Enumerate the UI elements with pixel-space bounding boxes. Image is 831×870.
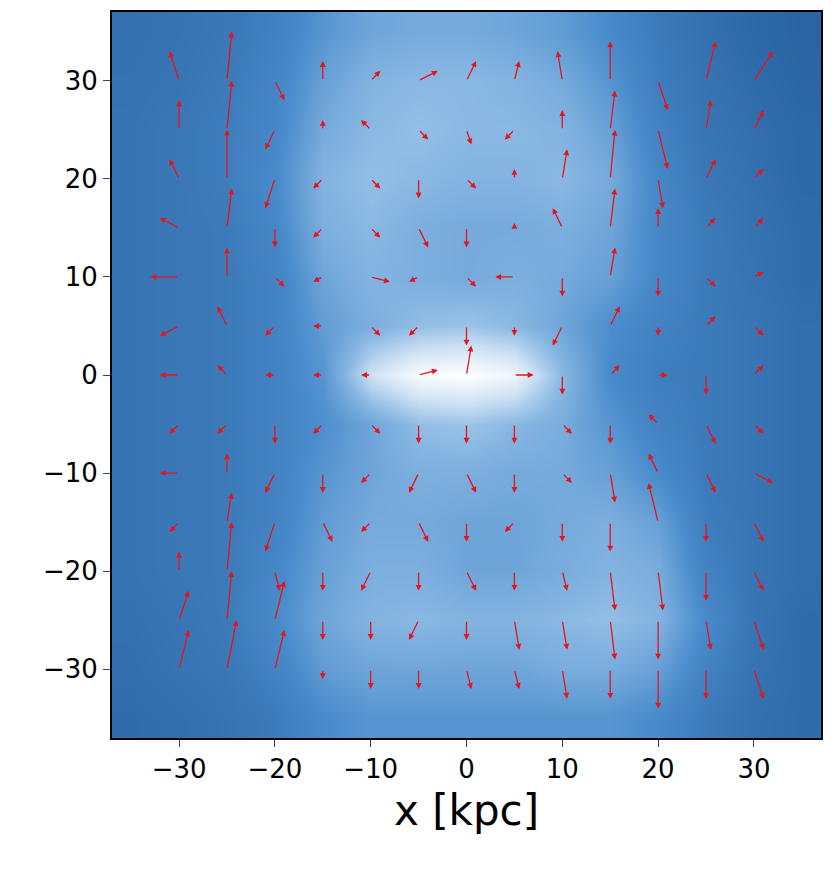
svg-text:0: 0 <box>458 754 475 784</box>
svg-text:−30: −30 <box>152 754 207 784</box>
svg-text:30: 30 <box>65 66 98 96</box>
svg-text:20: 20 <box>642 754 675 784</box>
svg-text:30: 30 <box>737 754 770 784</box>
svg-text:−20: −20 <box>247 754 302 784</box>
svg-text:10: 10 <box>546 754 579 784</box>
svg-text:−20: −20 <box>43 556 98 586</box>
svg-text:20: 20 <box>65 164 98 194</box>
svg-text:0: 0 <box>81 360 98 390</box>
svg-text:−30: −30 <box>43 654 98 684</box>
svg-text:−10: −10 <box>43 458 98 488</box>
svg-text:x [kpc]: x [kpc] <box>394 786 539 835</box>
svg-text:−10: −10 <box>343 754 398 784</box>
svg-text:10: 10 <box>65 262 98 292</box>
